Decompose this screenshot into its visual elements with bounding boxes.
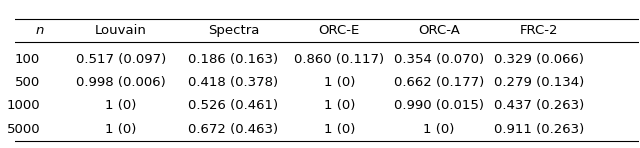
Text: Spectra: Spectra — [208, 24, 259, 37]
Text: 500: 500 — [15, 76, 40, 89]
Text: 0.186 (0.163): 0.186 (0.163) — [188, 53, 278, 66]
Text: 0.418 (0.378): 0.418 (0.378) — [188, 76, 278, 89]
Text: 0.860 (0.117): 0.860 (0.117) — [294, 53, 385, 66]
Text: 0.279 (0.134): 0.279 (0.134) — [493, 76, 584, 89]
Text: 1000: 1000 — [6, 99, 40, 112]
Text: 0.990 (0.015): 0.990 (0.015) — [394, 99, 484, 112]
Text: 1 (0): 1 (0) — [324, 99, 355, 112]
Text: 0.437 (0.263): 0.437 (0.263) — [493, 99, 584, 112]
Text: 1 (0): 1 (0) — [424, 123, 455, 136]
Text: 0.662 (0.177): 0.662 (0.177) — [394, 76, 484, 89]
Text: Louvain: Louvain — [95, 24, 147, 37]
Text: 1 (0): 1 (0) — [324, 76, 355, 89]
Text: 0.672 (0.463): 0.672 (0.463) — [188, 123, 278, 136]
Text: 1 (0): 1 (0) — [324, 123, 355, 136]
Text: $n$: $n$ — [35, 24, 45, 37]
Text: ORC-A: ORC-A — [418, 24, 460, 37]
Text: 0.526 (0.461): 0.526 (0.461) — [188, 99, 278, 112]
Text: 0.998 (0.006): 0.998 (0.006) — [76, 76, 166, 89]
Text: 5000: 5000 — [6, 123, 40, 136]
Text: ORC-E: ORC-E — [319, 24, 360, 37]
Text: 1 (0): 1 (0) — [106, 99, 137, 112]
Text: 0.517 (0.097): 0.517 (0.097) — [76, 53, 166, 66]
Text: 100: 100 — [15, 53, 40, 66]
Text: 0.354 (0.070): 0.354 (0.070) — [394, 53, 484, 66]
Text: 1 (0): 1 (0) — [106, 123, 137, 136]
Text: 0.329 (0.066): 0.329 (0.066) — [494, 53, 584, 66]
Text: FRC-2: FRC-2 — [520, 24, 558, 37]
Text: 0.911 (0.263): 0.911 (0.263) — [493, 123, 584, 136]
